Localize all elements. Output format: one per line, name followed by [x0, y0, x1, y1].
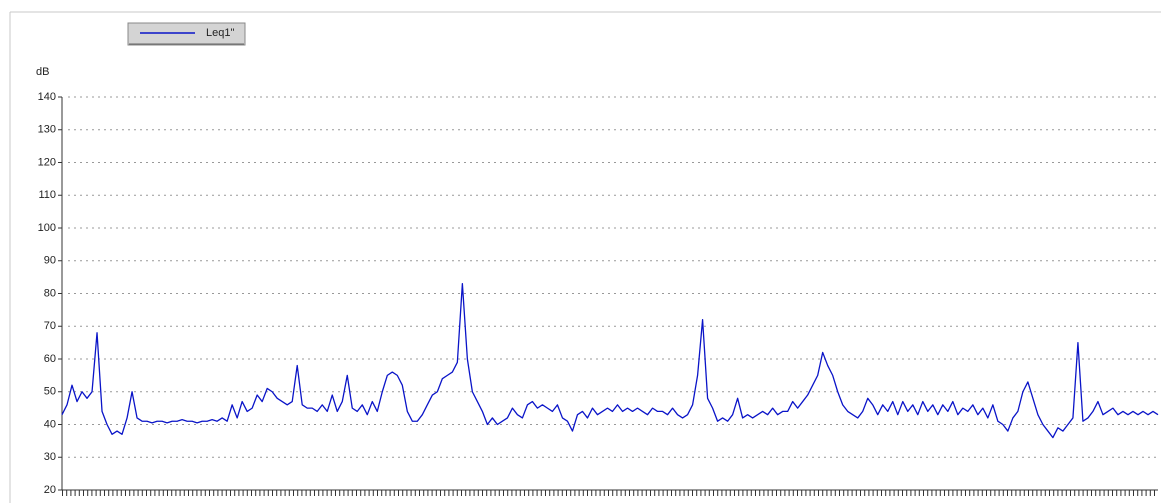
y-tick-label: 90	[44, 255, 56, 267]
y-tick-label: 60	[44, 353, 56, 365]
y-tick-label: 100	[38, 222, 56, 234]
data-line	[61, 283, 1159, 439]
legend-box	[127, 22, 246, 46]
y-axis-label: dB	[36, 66, 49, 78]
y-tick-label: 20	[44, 484, 56, 496]
y-tick-label: 70	[44, 320, 56, 332]
y-tick-label: 120	[38, 156, 56, 168]
y-tick-label: 140	[38, 91, 56, 103]
legend-label: Leq1"	[206, 27, 234, 39]
legend: Leq1"	[127, 22, 246, 46]
y-tick-label: 50	[44, 386, 56, 398]
y-tick-label: 30	[44, 451, 56, 463]
y-tick-label: 110	[38, 189, 56, 201]
y-tick-label: 130	[38, 124, 56, 136]
y-tick-label: 40	[44, 418, 56, 430]
y-tick-label: 80	[44, 287, 56, 299]
